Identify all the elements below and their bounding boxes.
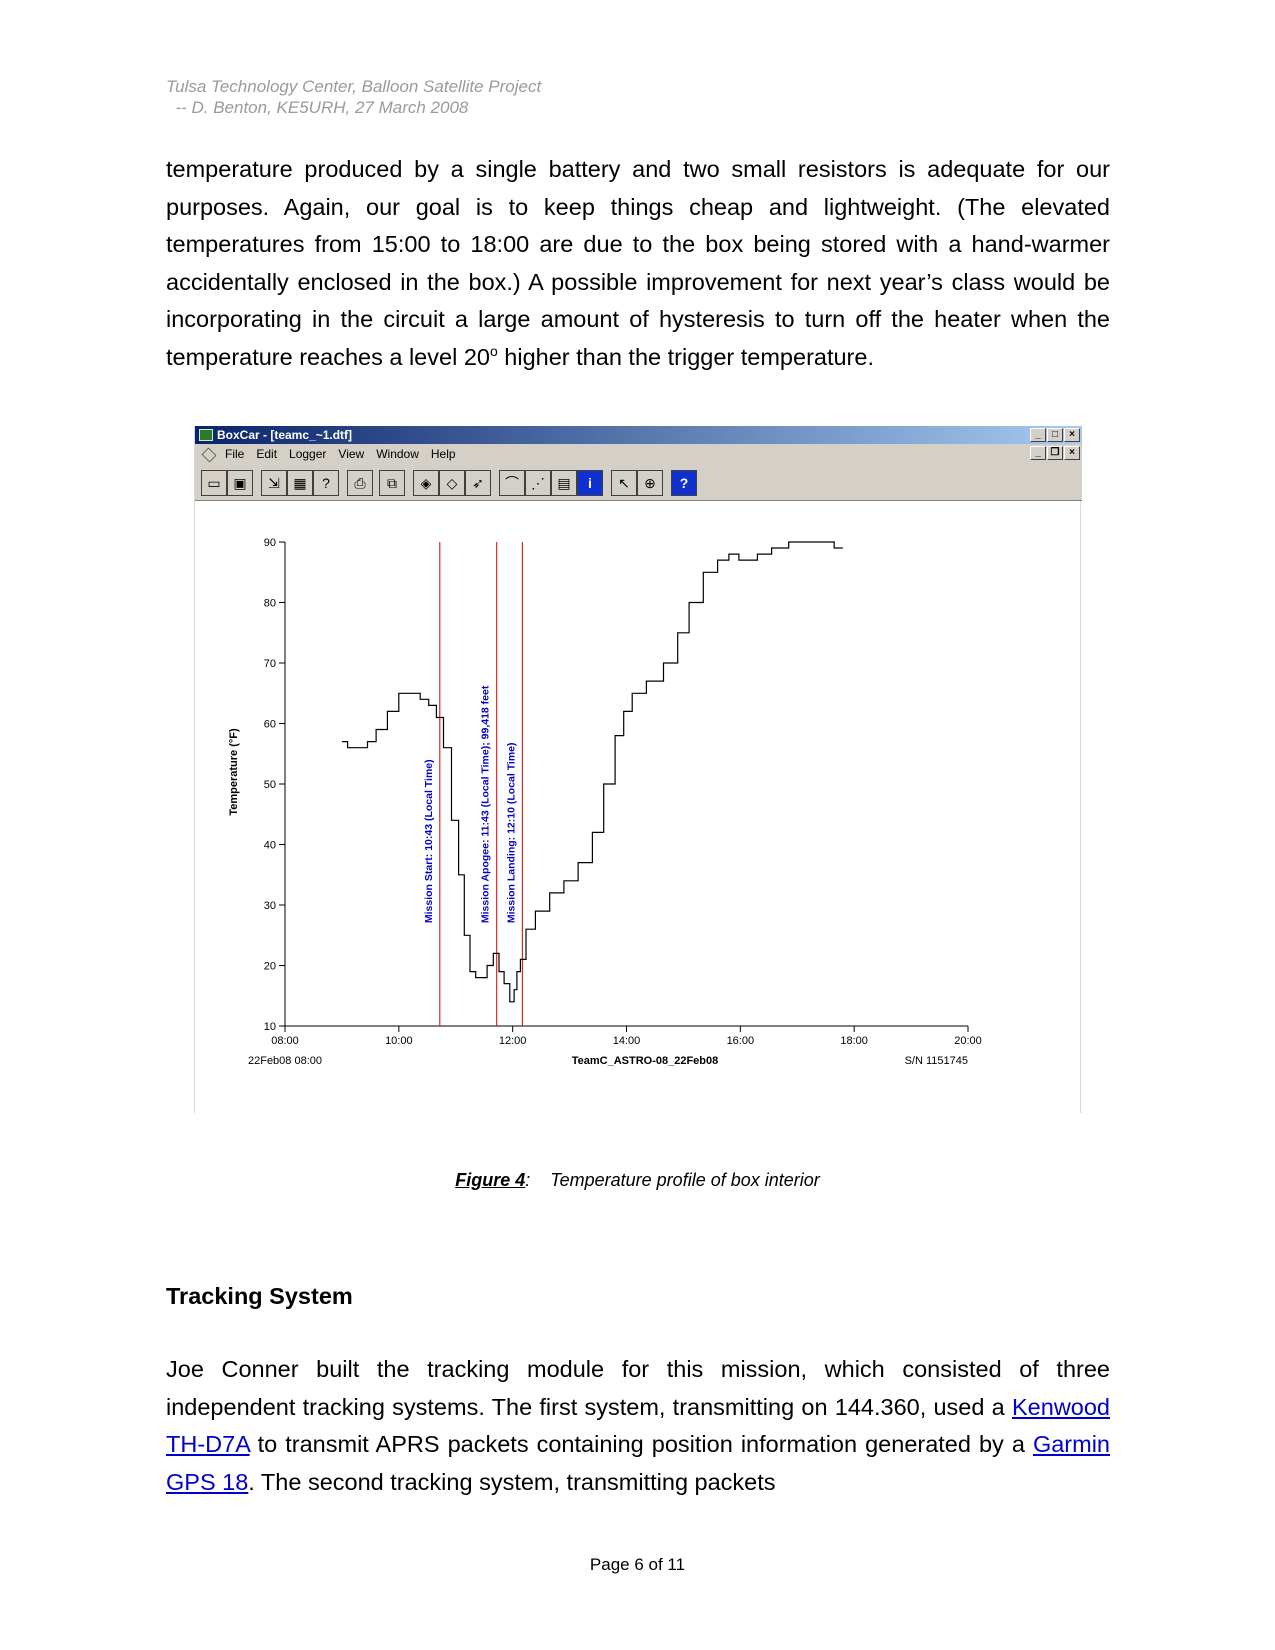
x-tick-label: 08:00	[271, 1035, 299, 1047]
maximize-icon[interactable]: □	[1047, 428, 1063, 442]
logger-icon[interactable]: ▦	[287, 470, 313, 496]
y-tick-label: 90	[264, 537, 276, 549]
paragraph-tracking: Joe Conner built the tracking module for…	[166, 1351, 1110, 1501]
print-icon[interactable]: ⎙	[347, 470, 373, 496]
y-tick-label: 20	[264, 961, 276, 973]
window-titlebar[interactable]: BoxCar - [teamc_~1.dtf] _ □ ×	[195, 426, 1082, 444]
y-tick-label: 60	[264, 719, 276, 731]
child-restore-icon[interactable]: ❐	[1047, 446, 1063, 460]
menu-window[interactable]: Window	[376, 447, 419, 461]
x-start-label: 22Feb08 08:00	[248, 1055, 322, 1067]
close-icon[interactable]: ×	[1064, 428, 1080, 442]
y-axis-label: Temperature (°F)	[228, 728, 240, 816]
paragraph-heater: temperature produced by a single battery…	[166, 151, 1110, 376]
menu-edit[interactable]: Edit	[256, 447, 278, 461]
running-header: Tulsa Technology Center, Balloon Satelli…	[166, 76, 541, 118]
boxcar-window: BoxCar - [teamc_~1.dtf] _ □ × File Edit Logg…	[194, 426, 1082, 1113]
y-tick-label: 70	[264, 658, 276, 670]
garmin-link[interactable]: Garmin GPS 18	[166, 1431, 1110, 1495]
kenwood-link[interactable]: Kenwood TH-D7A	[166, 1393, 1110, 1458]
child-minimize-icon[interactable]: _	[1030, 446, 1046, 460]
x-tick-label: 18:00	[840, 1035, 868, 1047]
points-plot-icon[interactable]: ⋰	[525, 470, 551, 496]
copy-icon[interactable]: ⧉	[379, 470, 405, 496]
temperature-chart: 10 20 30 40 50 60 70 80 90 08:00 10:00 12:00 14:00 1…	[228, 537, 982, 1067]
stop-icon[interactable]: ◇	[439, 470, 465, 496]
paragraph-text: to transmit APRS packets containing posi…	[249, 1431, 1033, 1457]
window-title: BoxCar - [teamc_~1.dtf]	[217, 428, 353, 442]
x-tick-label: 12:00	[499, 1035, 527, 1047]
open-icon[interactable]: ▭	[201, 470, 227, 496]
readout-icon[interactable]: ◈	[413, 470, 439, 496]
page-footer: Page 6 of 11	[589, 1555, 686, 1574]
section-heading: Tracking System	[166, 1283, 353, 1309]
x-tick-label: 14:00	[613, 1035, 641, 1047]
line-plot-icon[interactable]: ⌒	[499, 470, 525, 496]
relaunch-icon[interactable]: ➶	[465, 470, 491, 496]
figure-caption: Figure 4: Temperature profile of box int…	[0, 1170, 1275, 1191]
event-marker-label: Mission Apogee: 11:43 (Local Time); 99,4…	[480, 685, 492, 923]
toolbar: ▭ ▣ ⇲ ▦ ? ⎙ ⧉ ◈ ◇ ➶ ⌒ ⋰ ▤ i ↖ ⊕ ?	[195, 464, 1082, 501]
paragraph-text: . The second tracking system, transmitti…	[248, 1468, 776, 1495]
x-axis-label: TeamC_ASTRO-08_22Feb08	[572, 1055, 719, 1067]
paragraph-tail: higher than the trigger temperature.	[497, 343, 874, 370]
event-marker-label: Mission Landing: 12:10 (Local Time)	[505, 742, 517, 923]
degree-superscript: o	[489, 342, 498, 359]
y-tick-label: 30	[264, 900, 276, 912]
child-close-icon[interactable]: ×	[1064, 446, 1080, 460]
launch-icon[interactable]: ⇲	[261, 470, 287, 496]
y-tick-label: 80	[264, 598, 276, 610]
grid-icon[interactable]: ▤	[551, 470, 577, 496]
document-icon[interactable]	[201, 447, 217, 463]
figure-label: Figure 4	[455, 1170, 526, 1190]
event-marker-label: Mission Start: 10:43 (Local Time)	[423, 759, 435, 923]
temperature-line	[341, 541, 843, 1003]
paragraph-text: Joe Conner built the tracking module for…	[166, 1356, 1110, 1420]
serial-number: S/N 1151745	[905, 1055, 968, 1067]
y-tick-label: 40	[264, 840, 276, 852]
caption-sep: :	[525, 1170, 531, 1190]
pointer-icon[interactable]: ↖	[611, 470, 637, 496]
caption-text: Temperature profile of box interior	[550, 1170, 820, 1190]
x-tick-label: 16:00	[727, 1035, 755, 1047]
app-icon	[199, 429, 213, 441]
y-tick-label: 50	[264, 779, 276, 791]
save-icon[interactable]: ▣	[227, 470, 253, 496]
y-tick-label: 10	[264, 1021, 276, 1033]
menu-view[interactable]: View	[338, 447, 365, 461]
x-tick-label: 20:00	[954, 1035, 982, 1047]
help-context-icon[interactable]: ?	[313, 470, 339, 496]
x-tick-label: 10:00	[385, 1035, 413, 1047]
header-line-2: -- D. Benton, KE5URH, 27 March 2008	[166, 98, 469, 117]
minimize-icon[interactable]: _	[1030, 428, 1046, 442]
menu-file[interactable]: File	[225, 447, 245, 461]
help-icon[interactable]: ?	[671, 470, 697, 496]
info-icon[interactable]: i	[577, 470, 603, 496]
menu-logger[interactable]: Logger	[289, 447, 327, 461]
menu-bar: File Edit Logger View Window Help _ ❐ ×	[195, 444, 1082, 464]
header-line-1: Tulsa Technology Center, Balloon Satelli…	[166, 77, 542, 96]
menu-help[interactable]: Help	[430, 447, 456, 461]
paragraph-text: temperature produced by a single battery…	[166, 156, 1110, 370]
zoom-icon[interactable]: ⊕	[637, 470, 663, 496]
